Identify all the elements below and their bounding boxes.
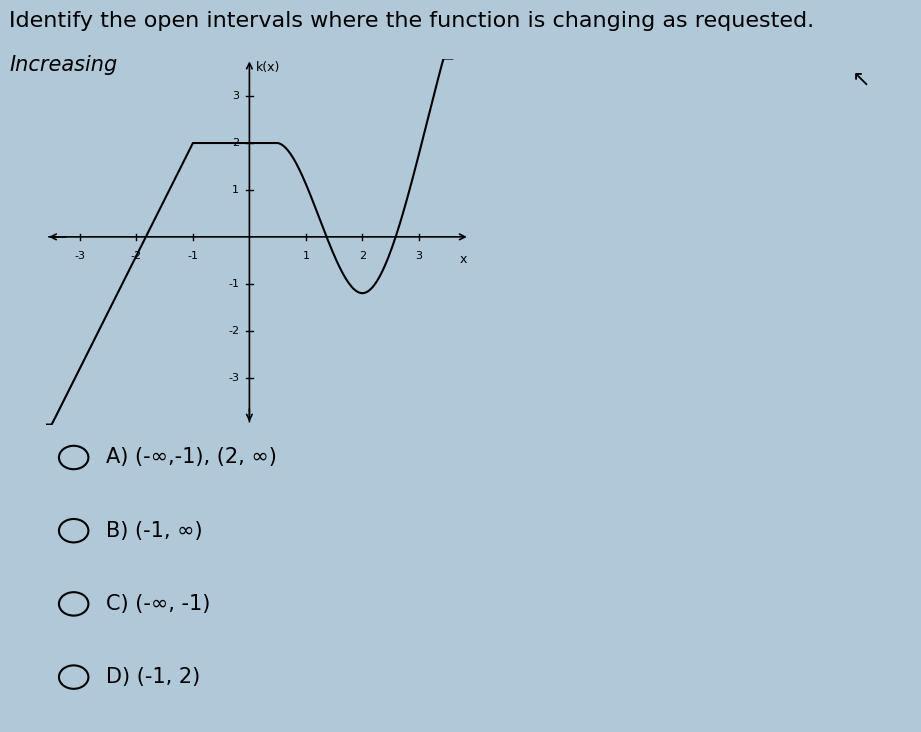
Text: 2: 2 — [359, 251, 366, 261]
Text: x: x — [460, 253, 467, 266]
Text: C) (-∞, -1): C) (-∞, -1) — [106, 594, 210, 614]
Text: -1: -1 — [187, 251, 198, 261]
Text: -3: -3 — [228, 373, 239, 383]
Text: Increasing: Increasing — [9, 55, 118, 75]
Text: 1: 1 — [302, 251, 309, 261]
Text: k(x): k(x) — [256, 61, 281, 74]
Text: 3: 3 — [415, 251, 423, 261]
Text: 3: 3 — [232, 91, 239, 101]
Text: 1: 1 — [232, 185, 239, 195]
Text: -1: -1 — [228, 279, 239, 289]
Text: Identify the open intervals where the function is changing as requested.: Identify the open intervals where the fu… — [9, 11, 814, 31]
Text: A) (-∞,-1), (2, ∞): A) (-∞,-1), (2, ∞) — [106, 447, 277, 468]
Text: -2: -2 — [228, 326, 239, 336]
Text: B) (-1, ∞): B) (-1, ∞) — [106, 520, 203, 541]
Text: ↖: ↖ — [852, 70, 870, 89]
Text: D) (-1, 2): D) (-1, 2) — [106, 667, 200, 687]
Text: 2: 2 — [232, 138, 239, 148]
Text: -2: -2 — [131, 251, 142, 261]
Text: -3: -3 — [75, 251, 86, 261]
